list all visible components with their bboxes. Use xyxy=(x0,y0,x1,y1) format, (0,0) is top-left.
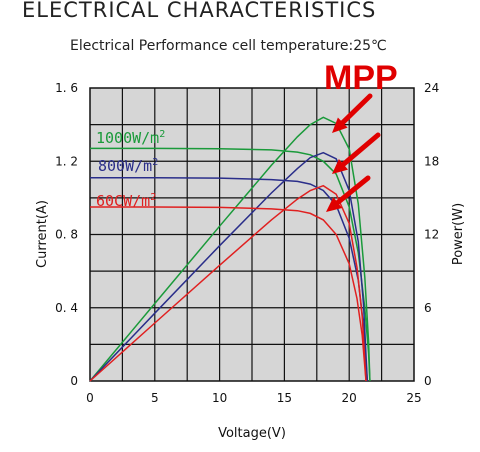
y-left-tick-label: 0. 4 xyxy=(55,301,78,315)
y-left-tick-label: 0. 8 xyxy=(55,228,78,242)
chart-title: Electrical Performance cell temperature:… xyxy=(70,38,387,54)
plot-frame xyxy=(89,87,415,382)
x-tick-label: 5 xyxy=(151,391,159,405)
y-right-tick-label: 24 xyxy=(424,81,439,95)
y-right-tick-label: 12 xyxy=(424,228,439,242)
iv-curve xyxy=(90,147,371,382)
y-axis-left-label: Current(A) xyxy=(35,200,50,268)
mpp-arrow-shaft xyxy=(340,93,373,126)
y-axis-right-label: Power(W) xyxy=(451,203,466,265)
mpp-annotation: MPP xyxy=(324,59,398,97)
x-tick-label: 20 xyxy=(342,391,357,405)
pv-curve xyxy=(89,116,371,382)
curves xyxy=(89,116,371,382)
curve-label-text: 1000W/m xyxy=(96,129,159,147)
pv-curve xyxy=(89,151,369,382)
curve-label-superscript: 2 xyxy=(159,129,165,140)
pv-curve xyxy=(89,184,367,382)
y-left-tick-label: 1. 6 xyxy=(55,81,78,95)
mpp-arrow-head xyxy=(332,117,348,133)
x-tick-label: 15 xyxy=(277,391,292,405)
mpp-arrow-head xyxy=(326,197,343,212)
mpp-arrow-shaft xyxy=(335,175,371,206)
y-right-tick-label: 0 xyxy=(424,374,432,388)
x-tick-label: 25 xyxy=(406,391,421,405)
curve-label-superscript: 2 xyxy=(152,157,158,168)
curve-label-text: 60CW/m xyxy=(96,192,150,210)
y-right-tick-label: 18 xyxy=(424,154,439,168)
curve-label: 1000W/m2 xyxy=(96,129,165,147)
mpp-arrows xyxy=(326,93,381,212)
x-tick-label: 10 xyxy=(212,391,227,405)
iv-curve xyxy=(90,206,367,382)
curve-label-text: 800W/m xyxy=(98,157,152,175)
y-left-tick-label: 0 xyxy=(70,374,78,388)
curve-label-superscript: 2 xyxy=(150,192,156,203)
mpp-arrow-head xyxy=(332,159,348,174)
x-axis-label: Voltage(V) xyxy=(218,426,286,441)
y-left-tick-label: 1. 2 xyxy=(55,154,78,168)
curve-label: 60CW/m2 xyxy=(96,192,156,210)
curve-label: 800W/m2 xyxy=(98,157,158,175)
x-tick-label: 0 xyxy=(86,391,94,405)
mpp-arrow-shaft xyxy=(340,132,381,167)
y-right-tick-label: 6 xyxy=(424,301,432,315)
page-heading: ELECTRICAL CHARACTERISTICS xyxy=(22,0,377,22)
